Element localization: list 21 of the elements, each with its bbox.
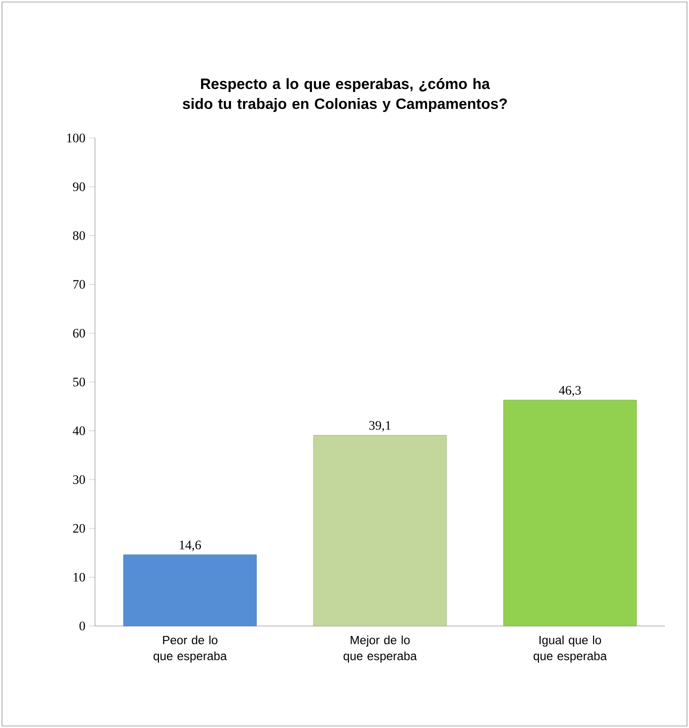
data-label: 14,6 [180,540,201,552]
bar [123,554,257,626]
data-label: 46,3 [558,386,581,397]
y-tick-label: 10 [74,572,85,582]
y-tick-label: 50 [73,378,85,386]
x-tick-label: Mejor de lo que esperaba [344,636,417,663]
y-tick-label: 0 [80,622,85,630]
y-tick-label: 30 [73,475,85,484]
y-tick-label: 70 [73,280,85,289]
chart-title: Respecto a lo que esperabas, ¿cómo ha sido tu trabajo en Colonias y Campamentos? [182,78,507,112]
y-tick-label: 40 [72,426,85,436]
x-tick-label: Peor de lo que esperaba [154,636,227,663]
y-tick-label: 90 [72,182,85,192]
bar [503,400,637,626]
y-tick-label: 100 [67,134,85,142]
y-tick-label: 80 [73,231,85,240]
y-tick-label: 60 [73,328,85,338]
bar [313,434,447,626]
y-tick-label: 20 [73,524,85,533]
data-label: 39,1 [369,421,391,432]
x-tick-label: Igual que lo que esperaba [534,636,607,663]
